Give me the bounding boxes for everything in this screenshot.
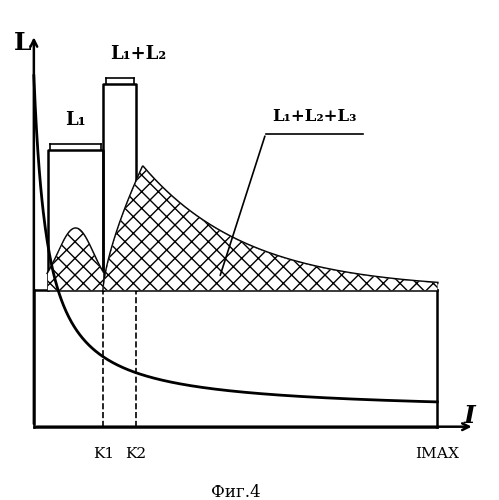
Text: L₁+L₂+L₃: L₁+L₂+L₃ xyxy=(272,108,357,126)
Text: IМАХ: IМАХ xyxy=(415,448,459,462)
Text: L₁+L₂: L₁+L₂ xyxy=(110,46,166,64)
Text: L: L xyxy=(13,30,31,54)
Text: K2: K2 xyxy=(125,448,146,462)
Text: Фиг.4: Фиг.4 xyxy=(211,484,260,500)
Text: K1: K1 xyxy=(93,448,114,462)
Text: I: I xyxy=(464,404,476,428)
Text: L₁: L₁ xyxy=(65,112,86,130)
